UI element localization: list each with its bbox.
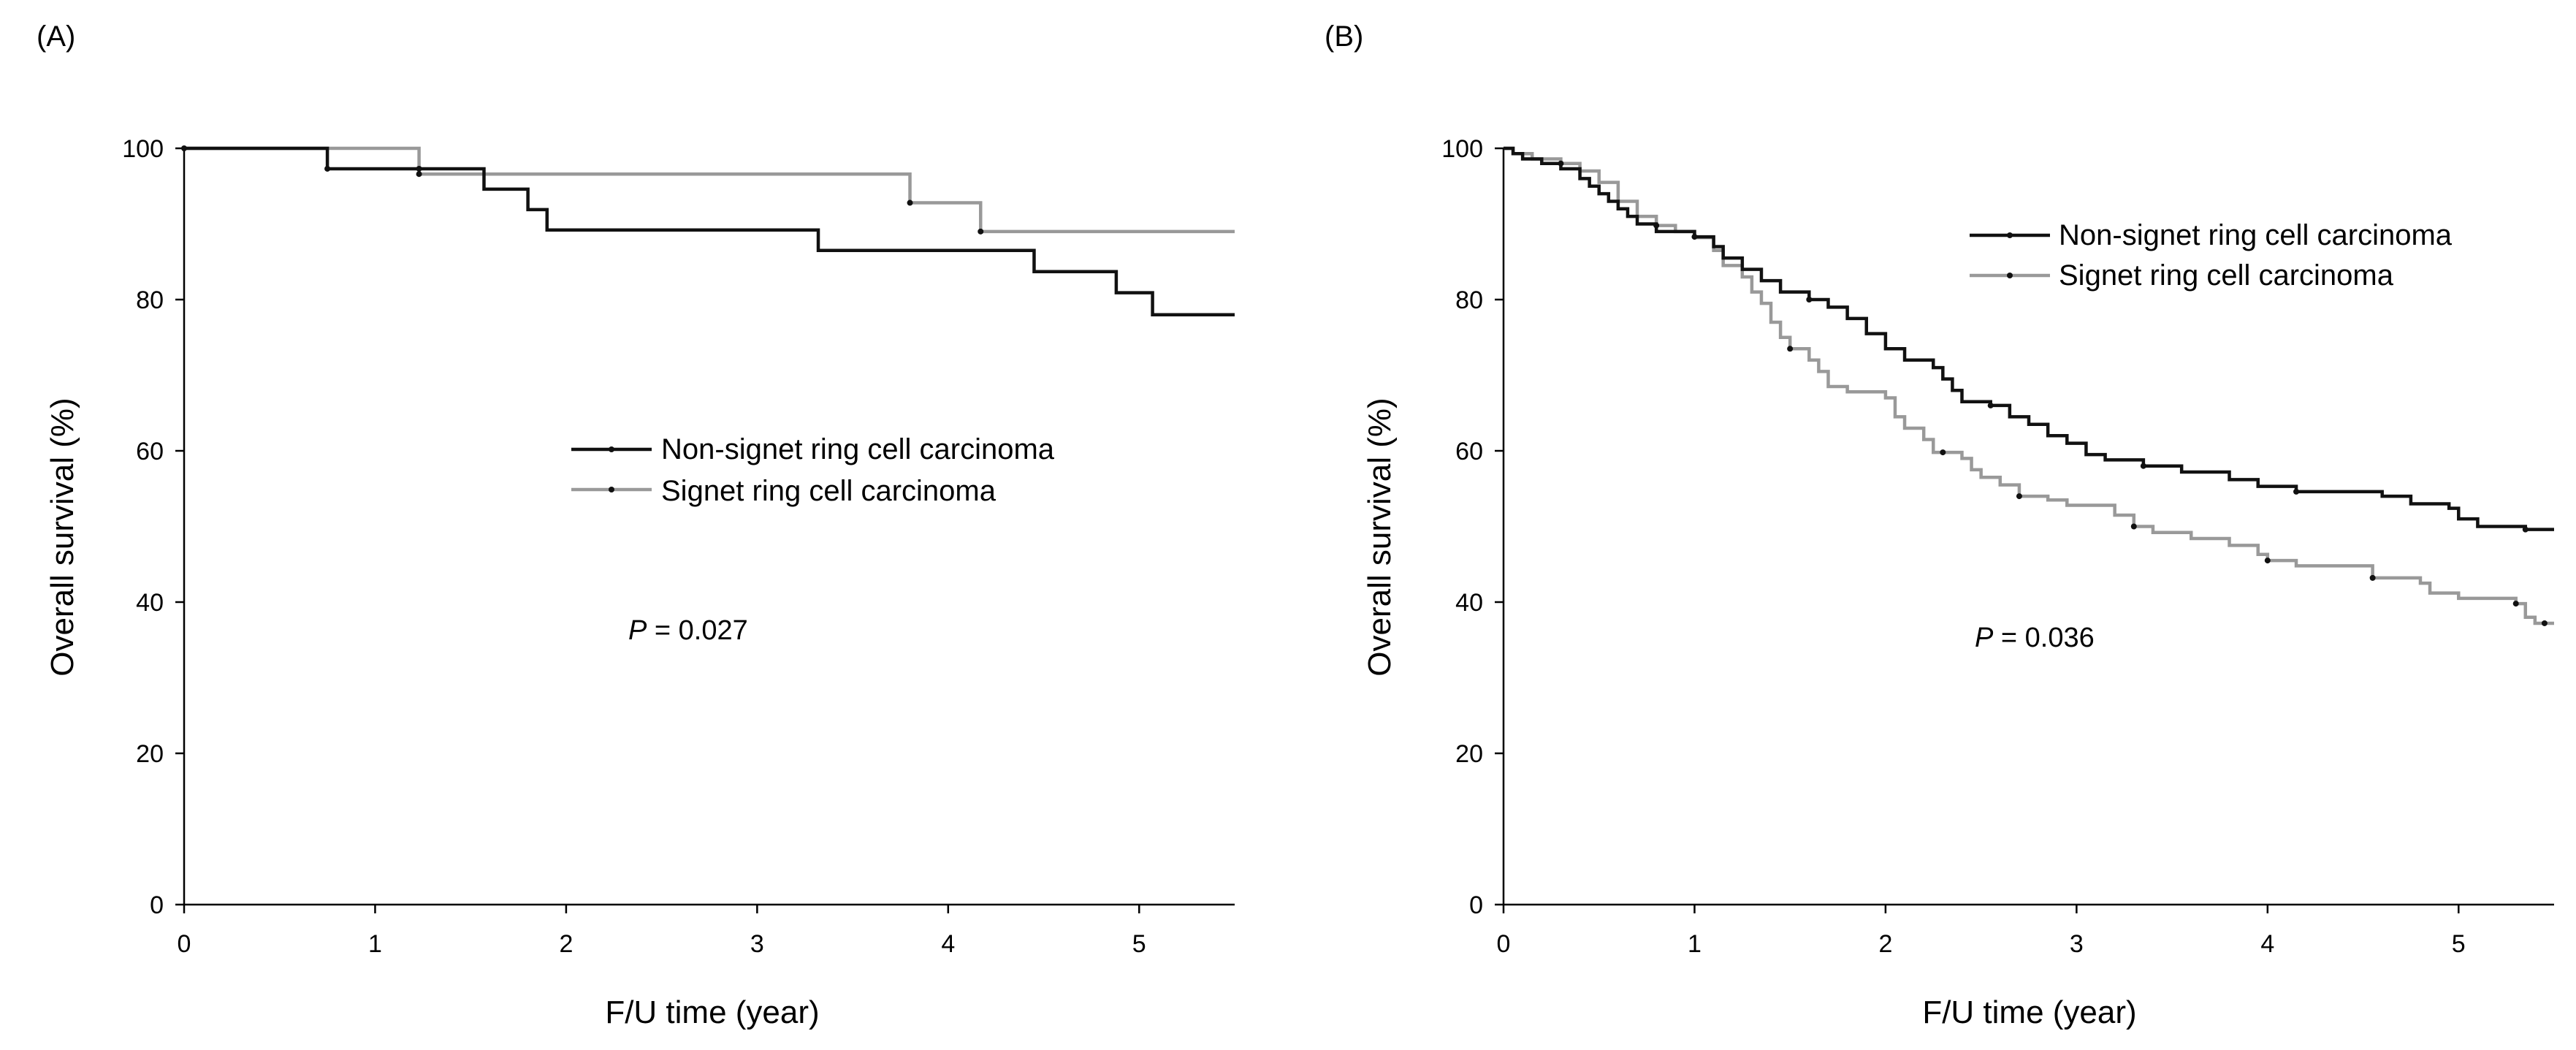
survival-curve-non-signet bbox=[1504, 146, 2554, 531]
censor-mark-signet bbox=[2512, 601, 2519, 607]
y-tick-label: 80 bbox=[1455, 286, 1483, 314]
legend-label-signet: Signet ring cell carcinoma bbox=[661, 475, 997, 507]
censor-mark-signet bbox=[2130, 523, 2137, 530]
survival-curve-signet bbox=[184, 146, 1235, 234]
censor-mark-non-signet bbox=[1806, 297, 1813, 303]
censor-mark-non-signet bbox=[1987, 402, 1994, 408]
censor-mark-signet bbox=[2369, 574, 2376, 581]
x-tick-label: 2 bbox=[559, 930, 573, 958]
y-tick-label: 40 bbox=[136, 589, 164, 617]
y-tick-label: 20 bbox=[136, 740, 164, 768]
censor-mark-signet bbox=[2264, 558, 2271, 564]
legend-marker-signet bbox=[609, 487, 614, 492]
x-tick-label: 5 bbox=[1132, 930, 1146, 958]
p-value-symbol: P bbox=[628, 615, 647, 646]
panel-b: (B) F/U time (year) Overall survival (%)… bbox=[1288, 0, 2576, 1050]
p-value-text: = 0.027 bbox=[647, 615, 747, 646]
x-tick-label: 4 bbox=[941, 930, 955, 958]
x-tick-label: 1 bbox=[1688, 930, 1702, 958]
x-tick-label: 4 bbox=[2260, 930, 2274, 958]
survival-curve-signet bbox=[1504, 146, 2554, 625]
x-tick-label: 0 bbox=[178, 930, 191, 958]
survival-chart-b: F/U time (year) Overall survival (%) Non… bbox=[1362, 135, 2554, 1030]
legend-marker-signet bbox=[2007, 273, 2013, 278]
censor-mark-non-signet bbox=[416, 165, 422, 172]
x-tick-label: 2 bbox=[1878, 930, 1892, 958]
censor-mark-signet bbox=[416, 171, 422, 178]
panel-a: (A) F/U time (year) Overall survival (%)… bbox=[37, 20, 1235, 1030]
p-value-symbol: P bbox=[1975, 623, 1994, 653]
censor-mark-signet bbox=[2541, 620, 2548, 626]
censor-mark-non-signet bbox=[2293, 488, 2300, 495]
x-tick-label: 3 bbox=[750, 930, 764, 958]
censor-mark-signet bbox=[1787, 346, 1794, 352]
y-tick-label: 0 bbox=[150, 891, 164, 919]
legend-marker-non-signet bbox=[609, 446, 614, 452]
survival-chart-a: F/U time (year) Overall survival (%) Non… bbox=[45, 135, 1235, 1030]
censor-mark-signet bbox=[907, 199, 913, 206]
y-axis-title: Overall survival (%) bbox=[45, 397, 80, 676]
censor-mark-signet bbox=[1940, 449, 1946, 456]
legend-label-non-signet: Non-signet ring cell carcinoma bbox=[661, 433, 1055, 465]
y-tick-label: 40 bbox=[1455, 589, 1483, 617]
panel-label-a: (A) bbox=[37, 20, 76, 53]
y-tick-label: 60 bbox=[136, 438, 164, 465]
censor-mark-non-signet bbox=[2140, 463, 2146, 469]
y-axis-title: Overall survival (%) bbox=[1362, 397, 1398, 676]
x-axis-title: F/U time (year) bbox=[605, 994, 819, 1030]
legend-label-signet: Signet ring cell carcinoma bbox=[2059, 259, 2394, 292]
x-axis-title: F/U time (year) bbox=[1922, 994, 2136, 1030]
survival-curve-non-signet bbox=[184, 146, 1235, 316]
censor-mark-non-signet bbox=[1691, 234, 1698, 240]
y-tick-label: 80 bbox=[136, 286, 164, 314]
x-tick-label: 1 bbox=[368, 930, 382, 958]
y-tick-label: 0 bbox=[1469, 891, 1483, 919]
p-value-annotation: P = 0.027 bbox=[628, 615, 748, 646]
p-value-annotation: P = 0.036 bbox=[1975, 623, 2095, 653]
y-tick-label: 60 bbox=[1455, 438, 1483, 465]
y-tick-label: 100 bbox=[1441, 135, 1483, 163]
censor-mark-signet bbox=[2016, 493, 2022, 500]
panel-label-b: (B) bbox=[1325, 20, 1364, 53]
censor-mark-signet bbox=[978, 228, 984, 235]
x-tick-label: 0 bbox=[1497, 930, 1511, 958]
p-value-text: = 0.036 bbox=[1993, 623, 2094, 653]
y-tick-label: 20 bbox=[1455, 740, 1483, 768]
x-tick-label: 3 bbox=[2070, 930, 2084, 958]
x-tick-label: 5 bbox=[2452, 930, 2466, 958]
legend-label-non-signet: Non-signet ring cell carcinoma bbox=[2059, 219, 2453, 251]
y-tick-label: 100 bbox=[122, 135, 164, 163]
censor-mark-non-signet bbox=[2522, 526, 2529, 533]
legend-marker-non-signet bbox=[2007, 232, 2013, 238]
censor-mark-non-signet bbox=[324, 165, 331, 172]
